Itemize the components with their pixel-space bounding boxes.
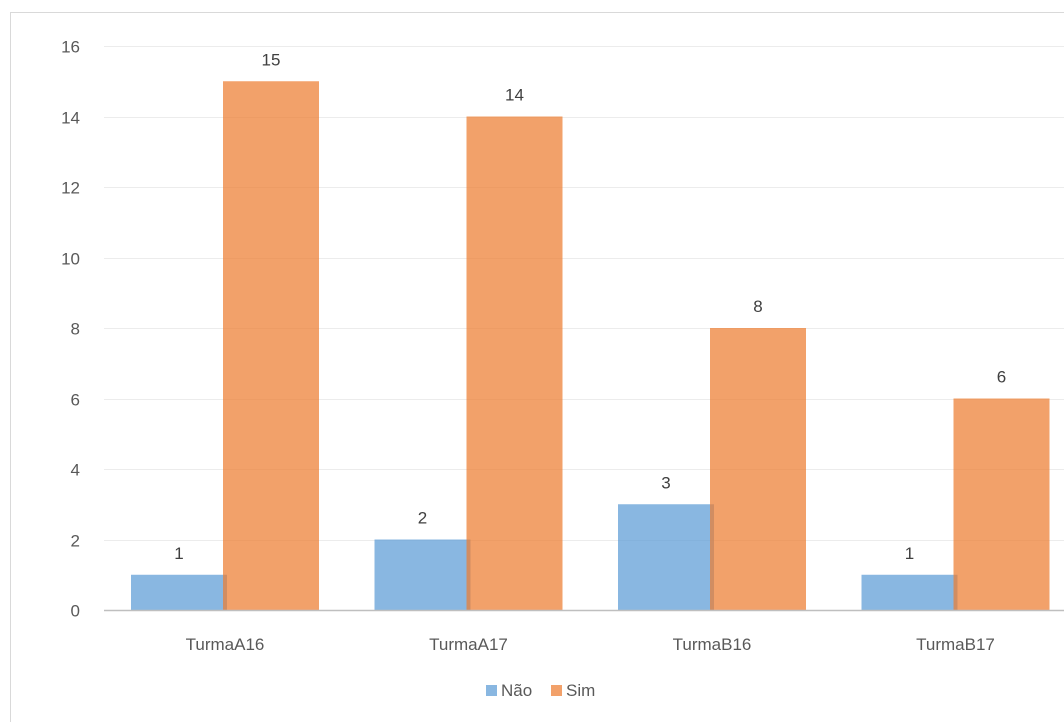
y-tick-label: 0: [71, 602, 80, 621]
category-label: TurmaA17: [429, 635, 508, 654]
y-tick-label: 8: [71, 320, 80, 339]
legend: Não Sim: [486, 681, 595, 700]
bar-sim-turmaa17: [466, 116, 563, 610]
x-axis: TurmaA16 TurmaA17 TurmaB16 TurmaB17: [104, 609, 1064, 654]
bar-n-o-turmaa17: [374, 539, 471, 610]
data-label: 8: [753, 297, 762, 316]
data-label: 2: [418, 509, 427, 528]
y-axis: 0 2 4 6 8 10 12 14 16: [61, 38, 80, 621]
legend-swatch: [551, 685, 562, 696]
bar-sim-turmab17: [953, 398, 1050, 610]
y-tick-label: 16: [61, 38, 80, 57]
bar-n-o-turmaa16: [131, 574, 227, 610]
category-label: TurmaA16: [186, 635, 265, 654]
bar-n-o-turmab16: [618, 504, 714, 610]
bars: [131, 81, 1050, 610]
data-label: 14: [505, 86, 524, 105]
data-label: 15: [262, 50, 281, 69]
category-label: TurmaB16: [673, 635, 752, 654]
y-tick-label: 12: [61, 179, 80, 198]
data-labels: 1 15 2 14 3 8 1 6: [174, 50, 1006, 563]
y-tick-label: 6: [71, 391, 80, 410]
bar-n-o-turmab17: [861, 574, 958, 610]
y-tick-label: 14: [61, 109, 80, 128]
data-label: 1: [174, 544, 183, 563]
legend-label: Não: [501, 681, 532, 700]
data-label: 3: [661, 473, 670, 492]
bar-sim-turmab16: [710, 328, 806, 610]
y-tick-label: 4: [71, 461, 80, 480]
data-label: 1: [905, 544, 914, 563]
legend-swatch: [486, 685, 497, 696]
y-tick-label: 2: [71, 532, 80, 551]
bar-sim-turmaa16: [223, 81, 319, 610]
category-label: TurmaB17: [916, 635, 995, 654]
y-tick-label: 10: [61, 250, 80, 269]
data-label: 6: [997, 368, 1006, 387]
legend-label: Sim: [566, 681, 595, 700]
